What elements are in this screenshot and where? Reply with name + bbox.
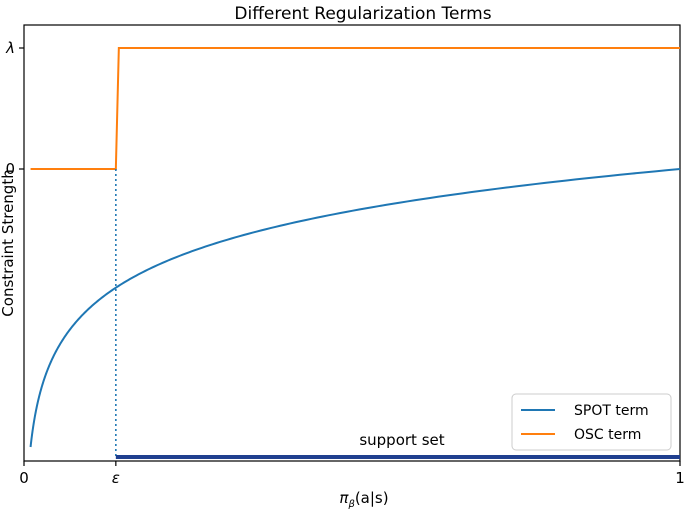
chart-title: Different Regularization Terms <box>234 4 491 24</box>
ticks-layer: 0 ε 1 λ 0 <box>5 39 685 487</box>
x-tick-label: 1 <box>675 469 685 487</box>
legend-label-spot: SPOT term <box>574 403 649 419</box>
y-tick-label: λ <box>5 39 15 57</box>
x-axis-label-base: π <box>339 489 349 507</box>
x-tick-label: ε <box>112 469 120 487</box>
plot-area <box>23 24 681 462</box>
legend: SPOT term OSC term <box>511 393 672 451</box>
x-tick-label: 0 <box>19 469 29 487</box>
plot-frame <box>23 24 681 462</box>
series-spot-term-line <box>29 168 681 448</box>
x-axis-label: πβ(a|s) <box>339 489 388 510</box>
y-tick-label: 0 <box>5 160 15 178</box>
y-axis-label: Constraint Strength <box>0 169 17 316</box>
series-osc-term-line <box>30 47 680 170</box>
support-layer: support set <box>115 431 681 459</box>
series-layer <box>29 47 681 458</box>
support-set-label: support set <box>359 431 444 449</box>
x-axis-label-rest: (a|s) <box>355 489 389 507</box>
legend-box <box>511 393 672 451</box>
legend-label-osc: OSC term <box>574 427 641 443</box>
x-axis-label-subscript: β <box>347 499 355 510</box>
support-set-bar <box>115 455 681 459</box>
